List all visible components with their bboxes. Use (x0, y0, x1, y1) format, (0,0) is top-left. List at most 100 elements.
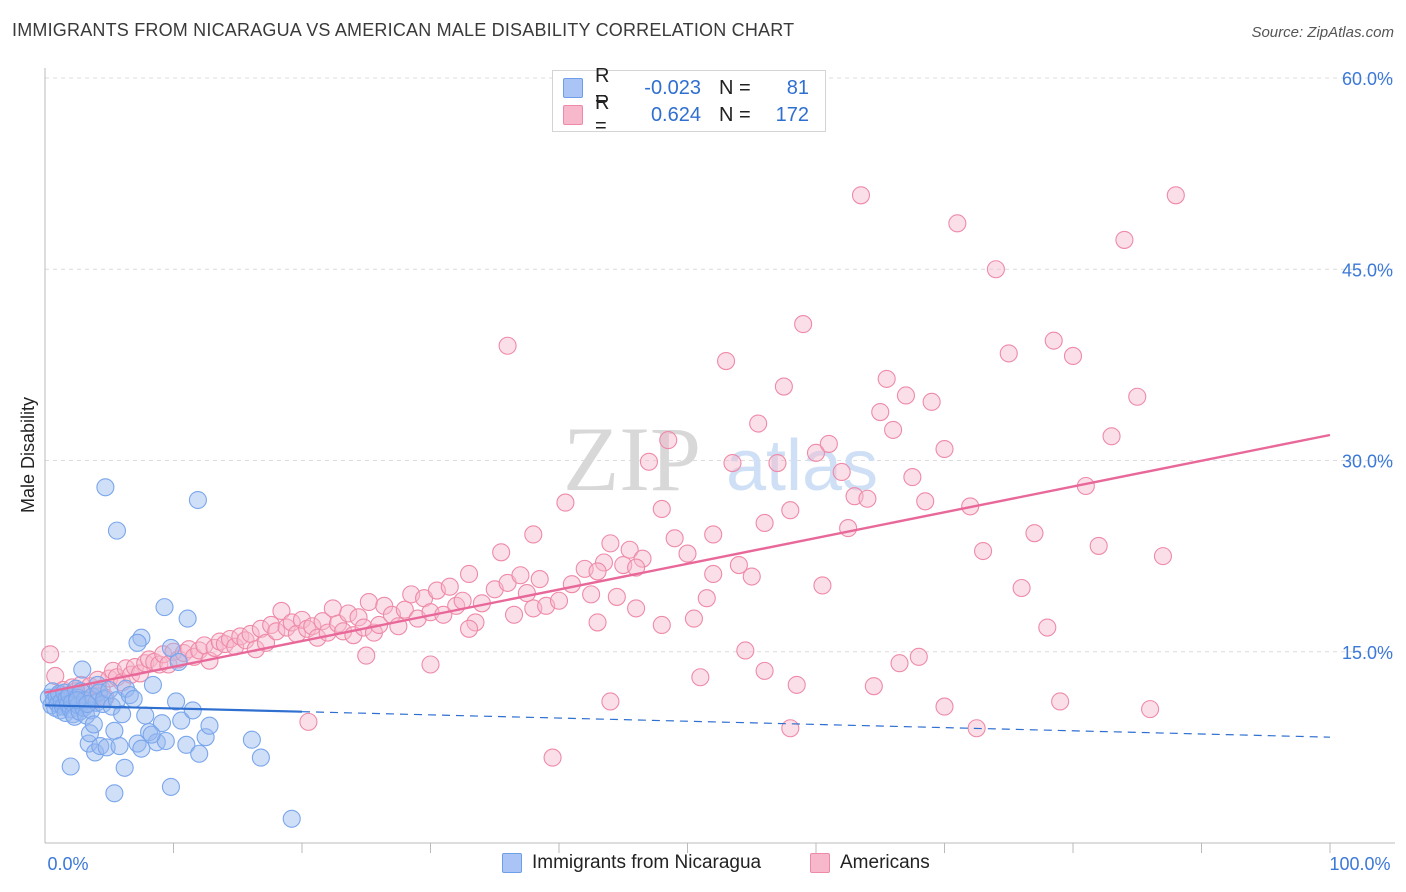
americans-point (1089, 536, 1108, 555)
americans-point (806, 443, 826, 462)
americans-point (251, 619, 270, 638)
nicaragua-point (200, 716, 219, 735)
nicaragua-point (178, 609, 197, 628)
americans-point (298, 619, 317, 638)
watermark-zip: ZIP (563, 408, 701, 510)
americans-point (774, 377, 793, 396)
americans-point (948, 214, 967, 233)
trend-lines (44, 433, 1331, 738)
americans-point (768, 453, 787, 473)
americans-point (659, 431, 678, 450)
americans-trend-line (44, 433, 1331, 694)
americans-point (1115, 230, 1134, 249)
americans-point (421, 655, 440, 674)
americans-point (215, 635, 234, 654)
americans-point (973, 541, 993, 561)
americans-point (41, 645, 60, 664)
americans-point (877, 369, 896, 388)
americans-point (839, 519, 858, 538)
americans-point (890, 654, 909, 673)
nicaragua-point (242, 730, 261, 749)
r-label: R = (595, 92, 610, 137)
americans-point (678, 544, 697, 563)
americans-point (543, 748, 562, 767)
americans-point (140, 650, 159, 669)
americans-point (1166, 186, 1185, 205)
nicaragua-point (188, 490, 207, 510)
nicaragua-point (107, 521, 127, 540)
nicaragua-point (91, 737, 110, 756)
americans-point (1044, 331, 1063, 350)
nicaragua-point (132, 739, 151, 758)
americans-point (323, 599, 342, 618)
nicaragua-point (183, 701, 202, 720)
legend-row-americans: R = 0.624 N = 172 (563, 92, 809, 137)
americans-point (1025, 524, 1044, 543)
americans-point (781, 719, 800, 738)
americans-point (704, 564, 723, 584)
nicaragua-point (73, 660, 92, 679)
americans-point (704, 525, 723, 544)
americans-point (601, 692, 620, 711)
americans-point (349, 608, 368, 627)
americans-point (549, 591, 569, 610)
americans-point (511, 566, 530, 585)
n-value: 81 (786, 76, 809, 99)
americans-point (359, 592, 378, 612)
nicaragua-trend-line (44, 704, 303, 713)
americans-point (459, 619, 479, 638)
legend-swatch-pink (563, 105, 583, 125)
americans-point (858, 489, 877, 508)
nicaragua-point (143, 675, 162, 694)
correlation-legend: R = -0.023 N = 81 R = 0.624 N = 172 (552, 65, 826, 137)
americans-point (903, 468, 922, 487)
americans-point (292, 610, 312, 629)
americans-point (813, 576, 832, 595)
nicaragua-point (115, 758, 134, 777)
americans-point (633, 549, 652, 568)
americans-point (781, 501, 800, 520)
americans-point (582, 585, 601, 604)
americans-point (909, 647, 928, 666)
americans-point (1153, 547, 1172, 566)
americans-point (517, 584, 536, 603)
data-points (39, 186, 1185, 828)
americans-point (459, 564, 479, 584)
americans-point (299, 712, 318, 731)
y-tick-label: 30.0% (1342, 452, 1393, 472)
americans-point (562, 575, 581, 594)
americans-point (627, 558, 646, 577)
y-tick-label: 45.0% (1342, 260, 1393, 280)
americans-point (729, 555, 748, 575)
nicaragua-point (190, 744, 209, 763)
nicaragua-point (84, 715, 103, 734)
americans-point (691, 668, 710, 687)
americans-point (1141, 700, 1160, 719)
nicaragua-point (155, 598, 174, 617)
americans-point (864, 677, 883, 696)
nicaragua-point (78, 694, 97, 714)
americans-point (339, 604, 358, 623)
nicaragua-point (105, 784, 124, 803)
nicaragua-point (251, 748, 270, 767)
americans-point (524, 525, 543, 544)
americans-point (272, 601, 291, 621)
americans-point (504, 605, 524, 624)
americans-point (652, 499, 671, 519)
americans-point (716, 351, 736, 371)
n-value: 172 (775, 103, 809, 126)
nicaragua-point (142, 725, 161, 744)
americans-point (896, 386, 916, 405)
americans-point (1051, 692, 1070, 711)
nicaragua-point (161, 638, 180, 657)
legend-swatch-pink (810, 853, 830, 873)
americans-point (313, 612, 332, 631)
americans-point (395, 600, 414, 619)
nicaragua-point (172, 711, 191, 730)
legend-swatch-blue (563, 78, 583, 98)
nicaragua-trend-line-extrapolated (301, 711, 1331, 738)
chart-source: Source: ZipAtlas.com (1251, 24, 1394, 41)
americans-point (697, 589, 716, 608)
tick-labels: 15.0% 30.0% 45.0% 60.0% (1342, 69, 1393, 663)
legend-swatch-blue (502, 853, 522, 873)
